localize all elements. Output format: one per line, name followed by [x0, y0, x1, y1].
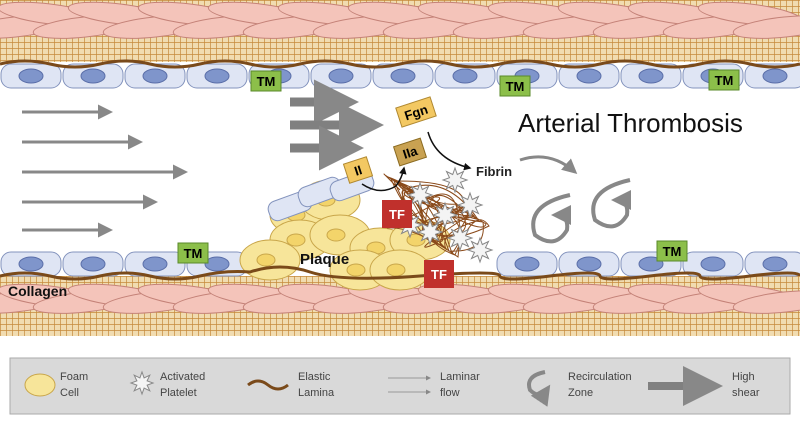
platelet	[406, 181, 434, 209]
fibrin-mesh	[383, 173, 490, 258]
platelet	[441, 166, 469, 194]
nucleus	[142, 256, 168, 272]
fgn-text: Fgn	[403, 102, 430, 124]
tm-text: TM	[715, 73, 734, 88]
legend-label: Platelet	[160, 387, 197, 399]
tm-label: TM	[499, 75, 531, 97]
platelet	[446, 224, 474, 252]
nucleus	[204, 256, 230, 272]
legend-label: Recirculation	[568, 371, 632, 383]
legend-label: Lamina	[298, 387, 335, 399]
ii-label: II	[342, 156, 374, 184]
legend-label: Laminar	[440, 371, 480, 383]
recirculation	[519, 155, 578, 174]
nucleus	[638, 68, 664, 84]
fgn-label: Fgn	[395, 96, 437, 128]
platelet	[431, 201, 459, 229]
legend-lamina	[247, 379, 289, 391]
nucleus	[514, 256, 540, 272]
legend-label: Cell	[60, 387, 79, 399]
tm-label: TM	[656, 240, 688, 262]
tm-label: TM	[250, 70, 282, 92]
tf-text: TF	[431, 267, 447, 282]
legend-label: shear	[732, 387, 760, 399]
tf-label: TF	[382, 200, 412, 228]
nucleus	[328, 68, 354, 84]
conversion-arrow	[361, 166, 407, 192]
collagen-label: Collagen	[8, 283, 67, 299]
plaque-label: Plaque	[300, 251, 349, 268]
legend-label: Activated	[160, 371, 205, 383]
nucleus	[700, 256, 726, 272]
muscle-cell	[732, 15, 800, 39]
platelet	[466, 236, 494, 264]
nucleus	[576, 256, 602, 272]
legend-label: flow	[440, 387, 460, 399]
legend-foam-cell	[24, 373, 56, 397]
legend-items: Foam Cell Activated Platelet Elastic Lamina La…	[24, 366, 760, 407]
nucleus	[762, 68, 788, 84]
nucleus	[142, 68, 168, 84]
legend-label: Zone	[568, 387, 593, 399]
nucleus	[80, 68, 106, 84]
tm-label: TM	[177, 242, 209, 264]
foam-nucleus	[346, 263, 366, 277]
foam-nucleus	[406, 233, 426, 247]
tm-text: TM	[506, 79, 525, 94]
iia-text: IIa	[401, 143, 420, 162]
nucleus	[762, 256, 788, 272]
elastic-lamina	[0, 265, 800, 281]
conversion-arrow	[427, 131, 472, 171]
nucleus	[390, 68, 416, 84]
ii-text: II	[352, 162, 364, 179]
elastic-lamina	[0, 59, 800, 69]
fibrin-label: Fibrin	[476, 164, 512, 179]
legend-label: Elastic	[298, 371, 331, 383]
foam-nucleus	[256, 253, 276, 267]
nucleus	[576, 68, 602, 84]
nucleus	[452, 68, 478, 84]
tf-text: TF	[389, 207, 405, 222]
muscle-cell	[732, 290, 800, 314]
platelet	[416, 218, 444, 246]
legend-recirculation	[527, 370, 551, 407]
tm-text: TM	[184, 246, 203, 261]
title: Arterial Thrombosis	[518, 108, 743, 138]
foam-nucleus	[286, 233, 306, 247]
tm-label: TM	[708, 69, 740, 91]
foam-nucleus	[386, 263, 406, 277]
iia-label: IIa	[392, 137, 428, 167]
foam-nucleus	[326, 228, 346, 242]
tf-label: TF	[424, 260, 454, 288]
nucleus	[18, 256, 44, 272]
platelet	[456, 191, 484, 219]
nucleus	[204, 68, 230, 84]
tm-text: TM	[257, 74, 276, 89]
nucleus	[18, 68, 44, 84]
cells	[0, 1, 800, 314]
legend-label: High	[732, 371, 755, 383]
recirculation	[591, 178, 632, 229]
flow-arrows	[22, 79, 632, 244]
nucleus	[80, 256, 106, 272]
tm-text: TM	[663, 244, 682, 259]
legend-platelet	[129, 370, 155, 396]
legend-label: Foam	[60, 371, 88, 383]
recirculation	[531, 193, 572, 244]
